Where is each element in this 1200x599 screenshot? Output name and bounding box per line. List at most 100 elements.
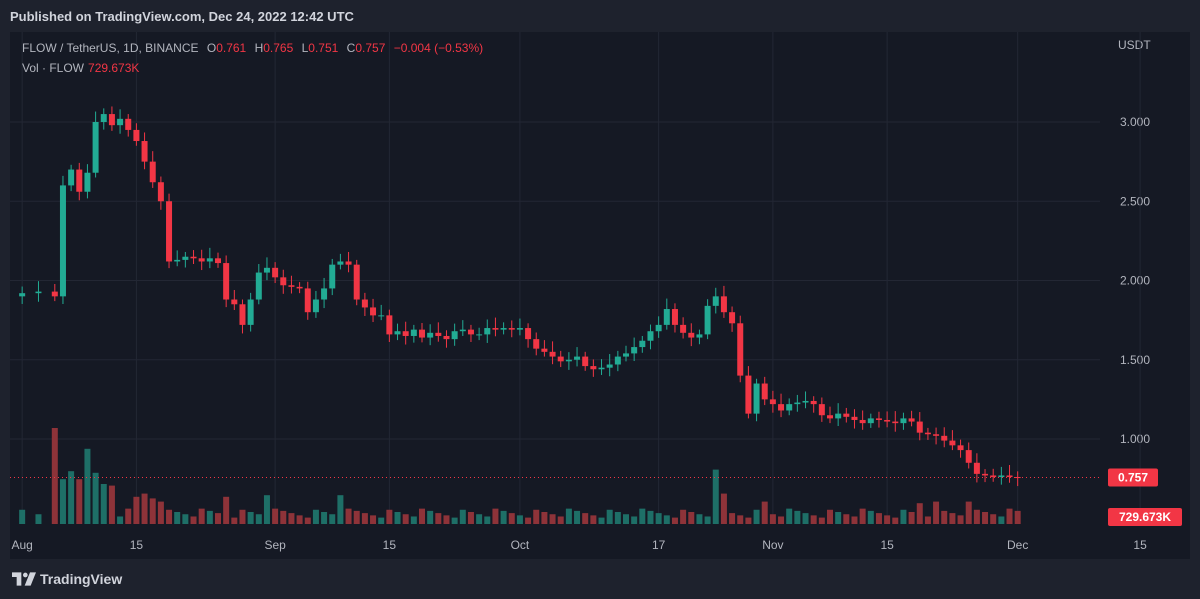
volume-bar: [198, 508, 205, 524]
volume-bar: [525, 517, 532, 524]
volume-bar: [280, 510, 287, 524]
x-tick-label: 15: [880, 538, 894, 552]
tradingview-logo-icon: [12, 572, 36, 586]
change-value: −0.004 (−0.53%): [393, 41, 484, 55]
candle: [149, 151, 156, 188]
volume-bar: [272, 508, 279, 524]
candle: [827, 406, 833, 424]
footer-brand[interactable]: TradingView: [12, 571, 122, 587]
candle: [198, 249, 205, 271]
candle-body: [982, 473, 989, 476]
candle: [745, 366, 752, 419]
candle: [288, 275, 295, 294]
candle-body: [1006, 475, 1013, 478]
volume-bar: [508, 513, 515, 524]
candle: [255, 264, 262, 305]
candle: [419, 322, 425, 343]
volume-bar: [941, 510, 948, 524]
volume-bar: [827, 509, 833, 524]
candle-body: [949, 440, 956, 446]
x-tick-label: 15: [1133, 538, 1147, 552]
candle: [1014, 471, 1021, 487]
volume-bar: [933, 501, 940, 524]
candle: [761, 376, 768, 406]
candle: [982, 469, 989, 483]
candle-body: [516, 328, 523, 330]
y-tick-label: 2.000: [1120, 274, 1150, 288]
volume-bar: [84, 448, 91, 524]
volume-bar: [574, 510, 581, 524]
volume-bar: [769, 514, 776, 524]
volume-bar: [500, 510, 507, 524]
candle-body: [761, 383, 768, 400]
candle-body: [353, 264, 360, 300]
x-tick-label: 17: [652, 538, 666, 552]
volume-bar: [761, 501, 768, 524]
volume-bar: [321, 512, 328, 524]
volume-bar: [696, 514, 703, 524]
volume-bar: [255, 514, 262, 524]
volume-bar: [639, 508, 646, 524]
candle: [361, 292, 368, 317]
close-value: 0.757: [355, 41, 386, 55]
candle-body: [541, 348, 548, 352]
candle-body: [639, 340, 646, 348]
candle-body: [459, 329, 466, 332]
volume-bar: [157, 501, 164, 524]
candle-body: [647, 331, 654, 341]
candle: [133, 123, 140, 146]
candle-body: [239, 304, 246, 325]
volume-bar: [223, 496, 230, 524]
volume-bar: [835, 512, 842, 524]
candle: [663, 298, 670, 330]
candle: [492, 317, 499, 337]
volume-bar: [916, 503, 923, 524]
volume-bar: [108, 485, 115, 524]
volume-bar: [76, 479, 83, 524]
candle: [990, 468, 997, 482]
candle-body: [696, 334, 703, 338]
volume-bar: [965, 501, 972, 524]
candle: [623, 345, 629, 362]
candle: [125, 114, 132, 137]
candle-body: [337, 261, 344, 265]
candle: [598, 359, 605, 375]
volume-bar: [386, 509, 393, 524]
candle-body: [402, 331, 409, 336]
candle: [965, 442, 972, 469]
chart-area[interactable]: 3.000 2.500 2.000 1.500 1.000 USDT Aug 15 Sep 15 O…: [10, 32, 1190, 559]
volume-bar: [239, 509, 246, 524]
volume-bar: [215, 513, 221, 524]
volume-bar: [296, 515, 303, 524]
volume-bar: [304, 517, 311, 524]
symbol-label[interactable]: FLOW / TetherUS, 1D, BINANCE: [22, 41, 199, 55]
candle-body: [688, 332, 695, 338]
candle: [247, 292, 254, 332]
candle: [884, 411, 891, 428]
volume-bar: [133, 496, 140, 524]
candle-body: [467, 329, 474, 335]
candle: [525, 323, 532, 348]
candle-body: [916, 421, 923, 433]
candle: [484, 319, 491, 343]
volume-bar: [924, 516, 931, 524]
candle: [68, 164, 75, 192]
candle-body: [957, 445, 964, 451]
high-label: H: [254, 41, 264, 55]
candle-body: [329, 264, 336, 289]
volume-bar: [794, 510, 801, 524]
candle: [59, 175, 66, 304]
candle: [108, 106, 115, 131]
candle: [729, 306, 736, 332]
candle-body: [631, 347, 638, 354]
candle: [949, 430, 956, 451]
y-tick-label: 1.500: [1120, 353, 1150, 367]
candle-body: [680, 324, 687, 333]
candle: [476, 327, 483, 341]
volume-bar: [51, 428, 58, 524]
candle-body: [443, 335, 450, 340]
candle-body: [133, 129, 140, 142]
candle: [875, 411, 882, 428]
candle-body: [574, 356, 581, 360]
candle: [141, 132, 148, 170]
